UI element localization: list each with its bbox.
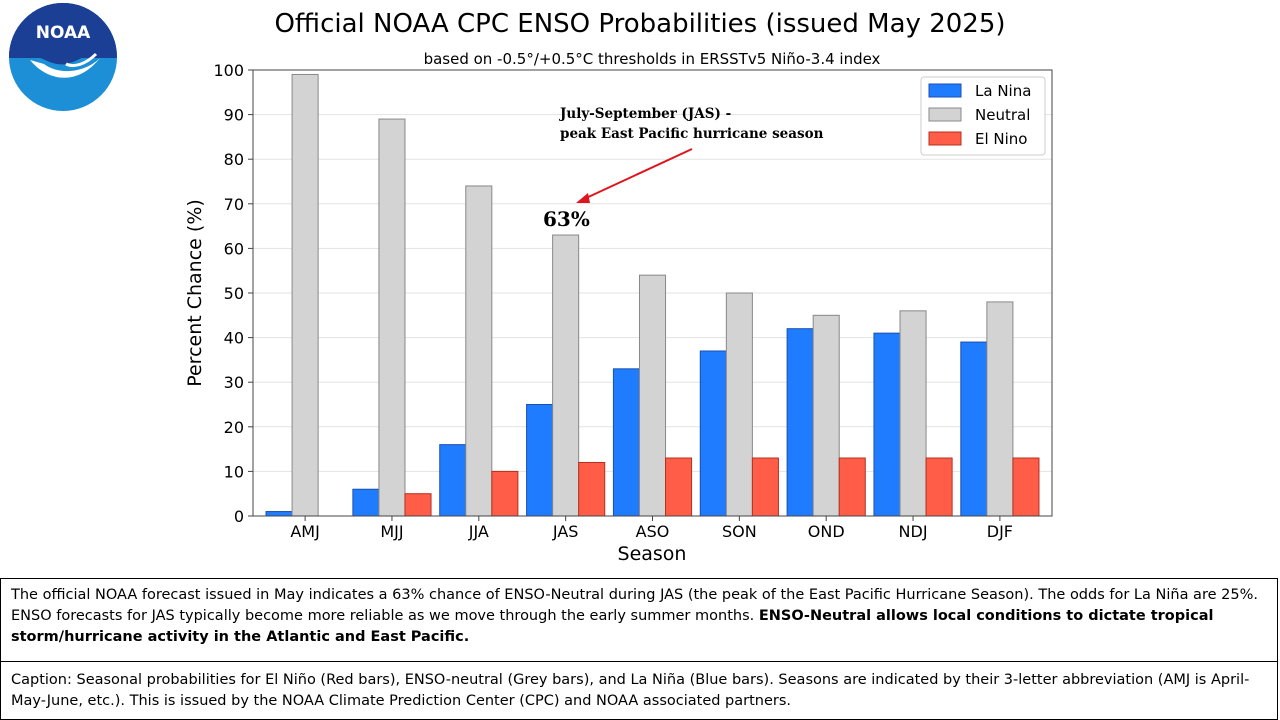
bar-neutral-jas [552,234,580,517]
legend: La Nina Neutral El Nino [920,76,1046,156]
legend-label-el-nino: El Nino [975,130,1028,148]
y-tick-label: 70 [224,195,244,214]
annotation-arrowhead [576,193,590,203]
x-tick-label: MJJ [380,522,403,541]
forecast-description: The official NOAA forecast issued in May… [0,578,1278,662]
bar-neutral-ond [812,314,840,517]
bar-el-nino-jas [578,461,606,517]
description-text: The official NOAA forecast issued in May… [11,587,1258,624]
x-axis-ticks: AMJ MJJ JJA JAS ASO SON OND NDJ DJF [290,516,1013,541]
y-tick-label: 30 [224,373,244,392]
x-tick-label: JAS [552,522,579,541]
y-tick-label: 10 [224,462,244,481]
bars [265,73,1040,517]
y-tick-label: 90 [224,106,244,125]
x-tick-label: NDJ [899,522,928,541]
x-tick-label: SON [722,522,757,541]
bar-neutral-ndj [899,310,927,517]
annotation-line1: July-September (JAS) - [559,106,731,122]
x-tick-label: DJF [987,522,1013,541]
legend-label-la-nina: La Nina [975,82,1031,100]
chart-title: Official NOAA CPC ENSO Probabilities (is… [274,9,1005,39]
bar-el-nino-son [751,457,779,517]
y-tick-label: 40 [224,329,244,348]
bar-la-nina-ond [786,328,814,517]
x-tick-label: OND [808,522,845,541]
y-axis-label: Percent Chance (%) [184,199,206,387]
logo-text: NOAA [36,23,91,43]
y-tick-label: 20 [224,418,244,437]
y-tick-label: 0 [234,507,244,526]
bar-neutral-aso [638,274,667,517]
bar-la-nina-djf [960,341,988,517]
annotation-line2: peak East Pacific hurricane season [560,126,824,142]
bar-la-nina-jja [439,444,467,517]
bar-neutral-son [725,292,753,517]
legend-swatch-el-nino [928,131,962,146]
y-tick-label: 60 [224,239,244,258]
legend-swatch-neutral [928,107,962,122]
annotation-arrow [583,148,693,200]
y-tick-label: 50 [224,284,244,303]
bar-el-nino-jja [491,470,519,517]
chart-subtitle: based on -0.5°/+0.5°C thresholds in ERSS… [424,50,881,68]
bar-la-nina-son [699,350,727,517]
caption: Caption: Seasonal probabilities for El N… [0,661,1278,720]
bar-el-nino-aso [665,457,693,517]
enso-probability-chart: Official NOAA CPC ENSO Probabilities (is… [184,9,1053,565]
caption-text: Caption: Seasonal probabilities for El N… [11,672,1250,709]
y-tick-label: 100 [213,61,244,80]
bar-neutral-amj [291,73,319,517]
noaa-logo: NOAA [9,3,117,111]
bar-el-nino-djf [1012,457,1040,517]
x-axis-label: Season [618,543,687,565]
bar-la-nina-amj [265,511,293,517]
bar-el-nino-ond [838,457,866,517]
bar-el-nino-mjj [404,493,432,517]
bar-neutral-djf [986,301,1014,517]
bar-la-nina-jas [526,404,554,517]
bar-la-nina-ndj [873,332,901,517]
bar-la-nina-mjj [352,488,380,517]
bar-neutral-mjj [378,118,406,517]
jas-neutral-value-label: 63% [543,207,590,231]
bar-la-nina-aso [612,368,640,517]
legend-swatch-la-nina [928,83,962,98]
bar-el-nino-ndj [925,457,953,517]
x-tick-label: JJA [468,522,489,541]
x-tick-label: ASO [636,522,670,541]
bar-neutral-jja [465,185,493,517]
y-axis-ticks: 0 10 20 30 40 50 60 70 80 90 100 [213,61,253,526]
x-tick-label: AMJ [290,522,319,541]
legend-label-neutral: Neutral [975,106,1030,124]
description-bold-text: ENSO-Neutral allows local conditions to … [11,608,1214,645]
y-tick-label: 80 [224,150,244,169]
